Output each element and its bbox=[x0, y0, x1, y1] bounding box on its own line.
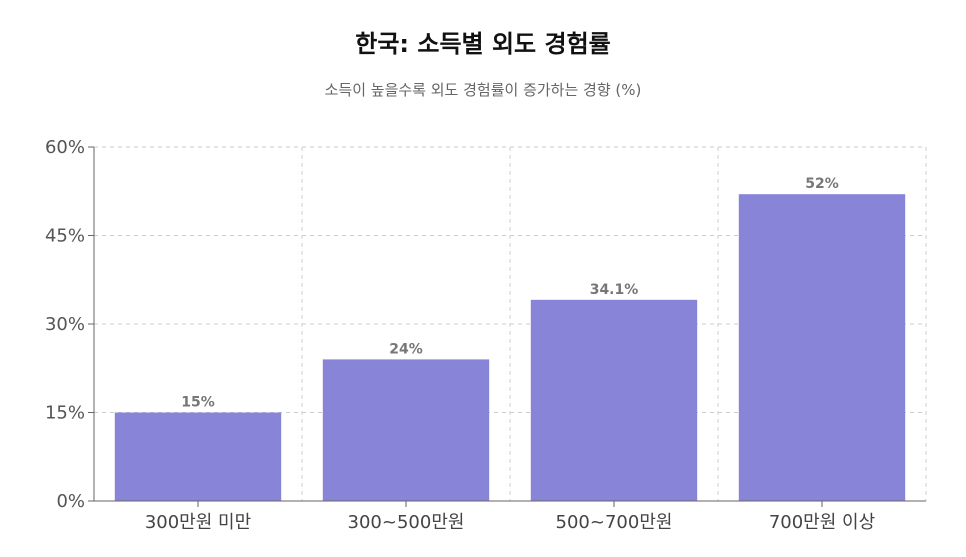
x-tick-label: 500~700만원 bbox=[556, 512, 673, 533]
bar bbox=[322, 359, 490, 501]
y-tick-label: 60% bbox=[45, 137, 85, 158]
bar bbox=[114, 412, 282, 501]
labels: 0% 15% 30% 45% 60% 15% 300만원 미만 24% 300~500만원 34.… bbox=[45, 137, 875, 533]
bar-data-label: 24% bbox=[389, 341, 423, 357]
x-tick-label: 300~500만원 bbox=[348, 512, 465, 533]
bar-data-label: 34.1% bbox=[590, 282, 639, 298]
bar-data-label: 15% bbox=[181, 395, 215, 411]
bar bbox=[530, 299, 698, 501]
y-tick-label: 30% bbox=[45, 314, 85, 335]
chart-title: 한국: 소득별 외도 경험률 bbox=[355, 30, 611, 58]
y-tick-label: 15% bbox=[45, 403, 85, 424]
axes bbox=[88, 146, 926, 507]
bars bbox=[114, 194, 906, 501]
y-tick-label: 45% bbox=[45, 226, 85, 247]
y-tick-label: 0% bbox=[56, 491, 85, 512]
chart-subtitle: 소득이 높을수록 외도 경험률이 증가하는 경향 (%) bbox=[324, 81, 642, 99]
bar bbox=[738, 194, 906, 501]
bar-data-label: 52% bbox=[805, 176, 839, 192]
x-tick-label: 300만원 미만 bbox=[145, 512, 251, 533]
x-tick-label: 700만원 이상 bbox=[769, 512, 875, 533]
